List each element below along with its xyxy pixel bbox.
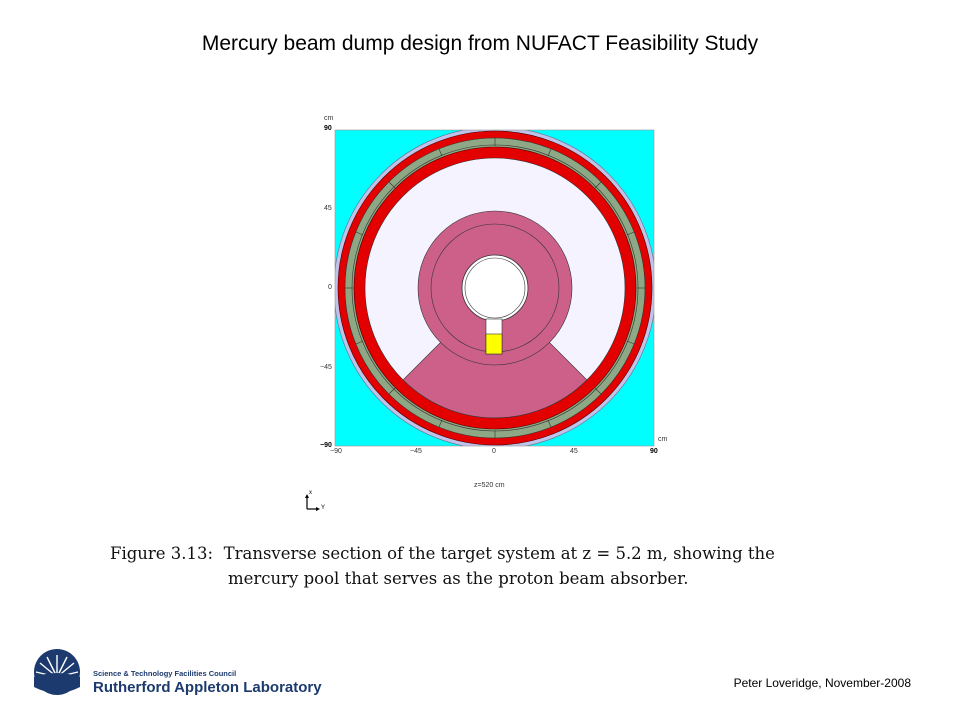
y-tick-label: 45 — [324, 205, 332, 212]
x-tick-label: −45 — [410, 448, 422, 455]
caption-line-1: Transverse section of the target system … — [223, 544, 775, 563]
stfc-emblem-icon — [34, 649, 80, 695]
coordinate-axes-icon: x Y — [302, 490, 326, 516]
beam-bore — [461, 254, 529, 322]
caption-line-2: mercury pool that serves as the proton b… — [228, 569, 689, 588]
slide-title: Mercury beam dump design from NUFACT Fea… — [201, 32, 759, 55]
z-position-label: z=520 cm — [474, 482, 505, 489]
y-tick-label: −45 — [320, 364, 332, 371]
x-tick-label: −90 — [330, 448, 342, 455]
caption-label: Figure 3.13: — [110, 544, 214, 563]
y-tick-label: 0 — [328, 284, 332, 291]
y-axis-unit: cm — [324, 115, 334, 122]
x-tick-label: 90 — [650, 448, 658, 455]
target-section-figure: cm 90 45 0 −45 −90 −90 −45 0 45 90 cm z=… — [300, 112, 680, 522]
x-tick-label: 0 — [492, 448, 496, 455]
laboratory-name: Rutherford Appleton Laboratory — [93, 679, 322, 696]
council-name: Science & Technology Facilities Council — [93, 669, 237, 678]
y-tick-label: 90 — [324, 125, 332, 132]
mercury-pool — [485, 333, 503, 355]
axis-letter-y: Y — [321, 505, 326, 511]
x-tick-label: 45 — [570, 448, 578, 455]
author-date: Peter Loveridge, November-2008 — [733, 676, 911, 690]
x-axis-unit: cm — [658, 436, 668, 443]
axis-letter-x: x — [309, 490, 312, 496]
figure-caption: Figure 3.13: Transverse section of the t… — [110, 541, 880, 591]
y-tick-label: −90 — [320, 442, 332, 449]
target-cross-section-drawing — [334, 129, 655, 447]
stfc-ral-logo: Science & Technology Facilities Council … — [33, 645, 333, 701]
